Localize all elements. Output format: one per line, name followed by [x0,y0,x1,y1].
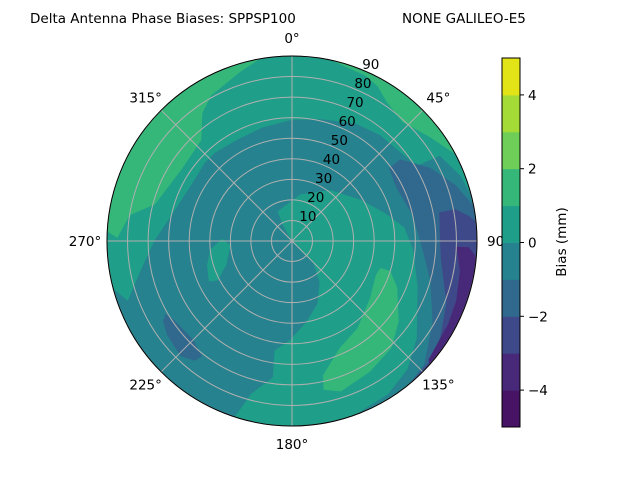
colorbar: −4 −2 0 2 4 [501,57,548,428]
theta-gridline [160,240,293,373]
contour-region-5 [323,268,399,392]
r-tick-label: 90 [362,57,379,73]
colorbar-tick-label: −4 [528,383,548,399]
colorbar-band [502,390,520,428]
plot-border [106,55,478,427]
colorbar-band [502,242,520,280]
theta-gridline [291,109,424,242]
r-tick-label: 10 [299,209,316,225]
theta-tick-label: 315° [129,90,162,106]
contour-region-4 [330,60,456,155]
contour-region-3 [107,58,260,238]
colorbar-band [502,316,520,354]
colorbar-tick-label: 4 [528,88,537,104]
colorbar-band [502,279,520,317]
colorbar-tick-label: 0 [528,236,537,252]
theta-tick-label: 0° [284,31,299,47]
colorbar-band [502,353,520,391]
colorbar-band [502,168,520,207]
contour-region-9 [428,246,477,365]
r-tick-label: 60 [339,114,356,130]
r-tick-label: 40 [323,152,340,168]
chart-subtitle: NONE GALILEO-E5 [402,11,526,27]
theta-gridline [160,109,293,242]
r-tick-label: 50 [331,133,348,149]
contour-region-7 [163,314,203,361]
theta-gridline [291,240,424,373]
colorbar-label: Bias (mm) [554,207,570,276]
colorbar-band [502,131,520,170]
colorbar-tick-label: −2 [528,309,548,325]
colorbar-band [502,58,520,96]
r-tick-label: 30 [315,171,332,187]
r-tick-label: 70 [346,95,363,111]
colorbar-tick-label: 2 [528,162,537,178]
colorbar-band [502,205,520,243]
theta-tick-label: 45° [426,90,450,106]
r-tick-label: 80 [354,76,371,92]
theta-tick-label: 270° [69,234,102,250]
r-tick-label: 20 [307,190,324,206]
contour-region-2 [207,238,231,282]
colorbar-band [502,94,520,133]
theta-tick-label: 225° [129,378,162,394]
chart-title: Delta Antenna Phase Biases: SPPSP100 [30,11,296,27]
theta-tick-label: 135° [422,378,455,394]
theta-tick-label: 180° [276,437,309,453]
polar-grid [106,55,478,427]
r-tick-labels: 10 20 30 40 50 60 70 80 90 [299,57,379,225]
